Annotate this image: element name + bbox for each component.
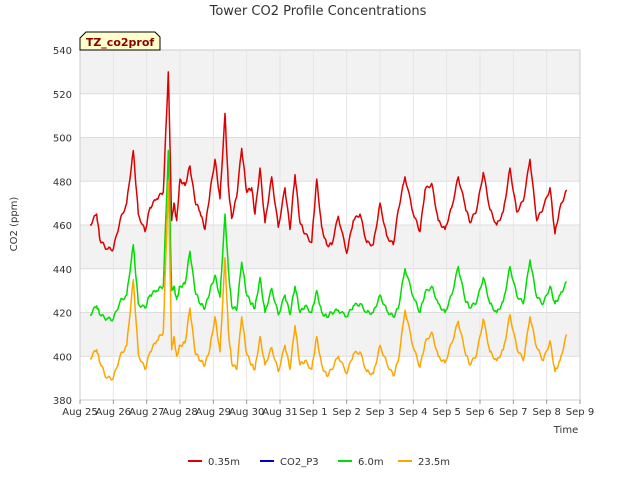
plot-band	[80, 93, 580, 138]
x-tick-label: Aug 30	[229, 407, 264, 418]
legend-label-23.5m: 23.5m	[418, 457, 450, 468]
series-lines	[89, 71, 568, 381]
plot-band	[80, 356, 580, 400]
legend-label-0.35m: 0.35m	[208, 457, 240, 468]
x-tick-label: Aug 25	[62, 407, 97, 418]
plot-background-bands	[80, 50, 580, 400]
plot-band	[80, 312, 580, 357]
x-tick-label: Sep 1	[299, 407, 327, 418]
x-tick-label: Sep 6	[466, 407, 494, 418]
y-tick-label: 420	[53, 309, 72, 320]
x-tick-label: Sep 4	[399, 407, 427, 418]
plot-band	[80, 225, 580, 269]
plot-band	[80, 50, 580, 94]
x-tick-label: Aug 27	[129, 407, 164, 418]
station-tag-label: TZ_co2prof	[86, 36, 155, 49]
x-tick-label: Sep 9	[566, 407, 594, 418]
legend: 0.35m CO2_P3 6.0m 23.5m	[188, 457, 450, 468]
x-tick-label: Sep 2	[332, 407, 360, 418]
y-axis-title: CO2 (ppm)	[9, 197, 20, 252]
station-tag-box	[79, 31, 161, 51]
y-tick-label: 480	[53, 177, 72, 188]
plot-frame	[79, 49, 581, 401]
y-tick-label: 540	[53, 46, 72, 57]
series-line-23.5m	[89, 180, 568, 381]
legend-label-6.0m: 6.0m	[358, 457, 384, 468]
series-line-0.35m	[90, 71, 568, 255]
x-tick-label: Aug 26	[96, 407, 131, 418]
x-tick-label: Sep 8	[532, 407, 560, 418]
y-tick-label: 500	[53, 134, 72, 145]
x-tick-label: Sep 5	[432, 407, 460, 418]
x-axis-title: Time	[553, 425, 578, 436]
y-tick-label: 460	[53, 221, 72, 232]
plot-band	[80, 137, 580, 182]
legend-label-CO2_P3: CO2_P3	[280, 457, 319, 468]
x-tick-label: Aug 29	[196, 407, 231, 418]
y-tick-label: 520	[53, 90, 72, 101]
x-tick-label: Sep 7	[499, 407, 527, 418]
chart-title: Tower CO2 Profile Concentrations	[209, 4, 427, 19]
x-tick-label: Aug 28	[162, 407, 197, 418]
y-tick-label: 380	[53, 396, 72, 407]
x-tick-label: Sep 3	[366, 407, 394, 418]
y-tick-label: 400	[53, 352, 72, 363]
y-tick-label: 440	[53, 265, 72, 276]
station-tag: TZ_co2prof	[79, 31, 161, 51]
y-axis-ticks: 380 400 420 440 460 480 500 520 540	[53, 46, 72, 407]
x-tick-label: Aug 31	[262, 407, 297, 418]
series-line-6.0m	[89, 149, 567, 322]
